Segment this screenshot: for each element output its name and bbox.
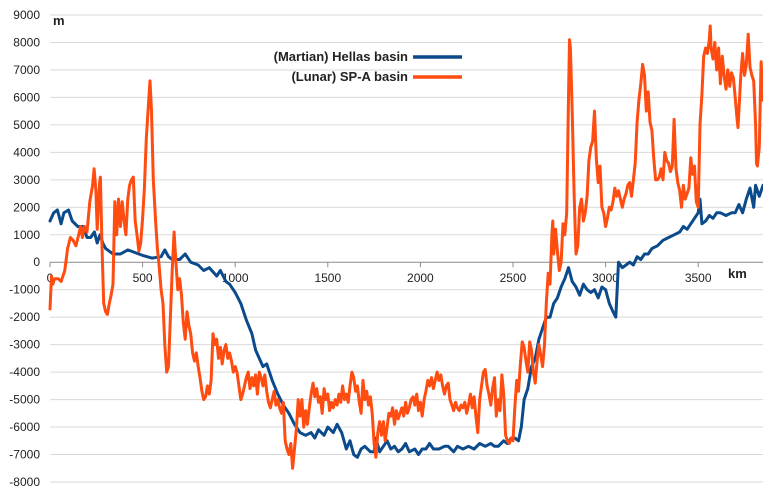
x-tick-label: 3000 bbox=[592, 271, 619, 285]
legend-label-spa: (Lunar) SP-A basin bbox=[291, 69, 408, 84]
y-tick-label: 0 bbox=[33, 255, 40, 269]
y-tick-label: -3000 bbox=[9, 338, 40, 352]
x-tick-label: 3500 bbox=[685, 271, 712, 285]
y-tick-label: -2000 bbox=[9, 310, 40, 324]
gridlines bbox=[49, 14, 763, 483]
y-tick-label: 8000 bbox=[13, 35, 40, 49]
y-tick-label: 5000 bbox=[13, 118, 40, 132]
y-tick-label: -6000 bbox=[9, 420, 40, 434]
x-tick-label: 1500 bbox=[314, 271, 341, 285]
y-tick-label: 6000 bbox=[13, 90, 40, 104]
x-tick-label: 2000 bbox=[407, 271, 434, 285]
y-axis-tick-labels: -8000 -7000 -6000 -5000 -4000 -3000 -2000 -1000… bbox=[9, 8, 40, 489]
series-line-spa bbox=[48, 24, 763, 470]
y-tick-label: -5000 bbox=[9, 393, 40, 407]
x-axis-unit-label: km bbox=[728, 266, 747, 281]
data-series bbox=[48, 24, 763, 470]
series-line-hellas bbox=[48, 183, 763, 459]
y-tick-label: 2000 bbox=[13, 200, 40, 214]
y-tick-label: 9000 bbox=[13, 8, 40, 22]
y-tick-label: 1000 bbox=[13, 228, 40, 242]
y-tick-label: -1000 bbox=[9, 283, 40, 297]
y-tick-label: -8000 bbox=[9, 475, 40, 489]
legend: (Martian) Hellas basin (Lunar) SP-A basi… bbox=[274, 49, 462, 84]
y-tick-label: 3000 bbox=[13, 173, 40, 187]
x-tick-label: 2500 bbox=[500, 271, 527, 285]
y-axis-unit-label: m bbox=[53, 13, 65, 28]
y-tick-label: 4000 bbox=[13, 145, 40, 159]
legend-label-hellas: (Martian) Hellas basin bbox=[274, 49, 408, 64]
y-tick-label: -4000 bbox=[9, 365, 40, 379]
x-tick-label: 500 bbox=[133, 271, 153, 285]
y-tick-label: 7000 bbox=[13, 63, 40, 77]
y-tick-label: -7000 bbox=[9, 448, 40, 462]
x-axis-tick-labels: 0 500 1000 1500 2000 2500 3000 3500 bbox=[47, 271, 712, 285]
